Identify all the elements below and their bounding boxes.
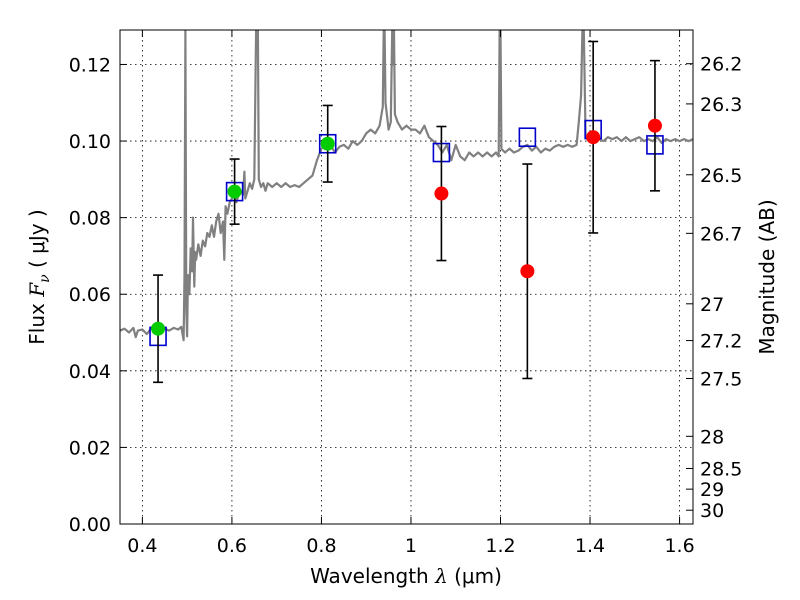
optical-data-point (227, 184, 242, 199)
y-tick-label: 0.02 (69, 437, 111, 459)
x-tick-label: 1.2 (485, 535, 515, 557)
x-tick-label: 1.4 (575, 535, 605, 557)
plot-frame (119, 29, 694, 525)
magnitude-tick-label: 26.5 (700, 165, 742, 187)
y2-axis-title: Magnitude (AB) (755, 199, 779, 354)
magnitude-tick-label: 27 (700, 294, 724, 316)
optical-data-point (151, 321, 166, 336)
magnitude-tick-label: 27.5 (700, 368, 742, 390)
y-tick-label: 0.12 (69, 54, 111, 76)
nir-data-point (647, 118, 662, 133)
magnitude-tick-label: 26.3 (700, 94, 742, 116)
y-axis-title-prefix: Flux (25, 297, 49, 345)
y-axis-subscript: ν (37, 274, 53, 283)
nir-data-point (520, 264, 535, 279)
magnitude-tick-label: 26.2 (700, 54, 742, 76)
y-axis-unit: ( μJy ) (25, 209, 49, 274)
optical-data-point (320, 136, 335, 151)
x-tick-label: 1 (405, 535, 417, 557)
nir-data-point (434, 186, 449, 201)
nir-data-point (586, 130, 601, 145)
magnitude-tick-label: 28 (700, 426, 724, 448)
model-flux-box (518, 127, 537, 148)
spectrum-layer (120, 30, 693, 342)
x-axis-title: Wavelength λ (μm) (310, 564, 502, 588)
magnitude-tick-label: 30 (700, 500, 724, 522)
marker-layer (149, 40, 664, 384)
magnitude-tick-label: 27.2 (700, 331, 742, 353)
axis-ticks (120, 30, 693, 525)
spectrum-line (120, 30, 693, 342)
x-axis-title-prefix: Wavelength (310, 564, 435, 588)
x-tick-label: 0.6 (217, 535, 247, 557)
y-tick-label: 0.04 (69, 361, 111, 383)
y-tick-label: 0.06 (69, 284, 111, 306)
magnitude-tick-label: 28.5 (700, 458, 742, 480)
x-tick-label: 0.4 (127, 535, 157, 557)
x-axis-symbol: λ (434, 564, 448, 588)
x-tick-label: 0.8 (306, 535, 336, 557)
magnitude-tick-label: 26.7 (700, 223, 742, 245)
y-tick-label: 0.08 (69, 208, 111, 230)
y-axis-symbol: F (25, 282, 49, 298)
y-axis-title: Flux Fν ( μJy ) (25, 209, 53, 344)
tick-labels: 0.4 0.6 0.8 1 1.2 1.4 1.6 0.00 0.02 0.04 0.06 0.08 0… (69, 54, 743, 557)
y-tick-label: 0.10 (69, 131, 111, 153)
y-tick-label: 0.00 (69, 514, 111, 536)
x-tick-label: 1.6 (664, 535, 694, 557)
x-axis-unit: (μm) (448, 564, 502, 588)
magnitude-tick-label: 29 (700, 479, 724, 501)
